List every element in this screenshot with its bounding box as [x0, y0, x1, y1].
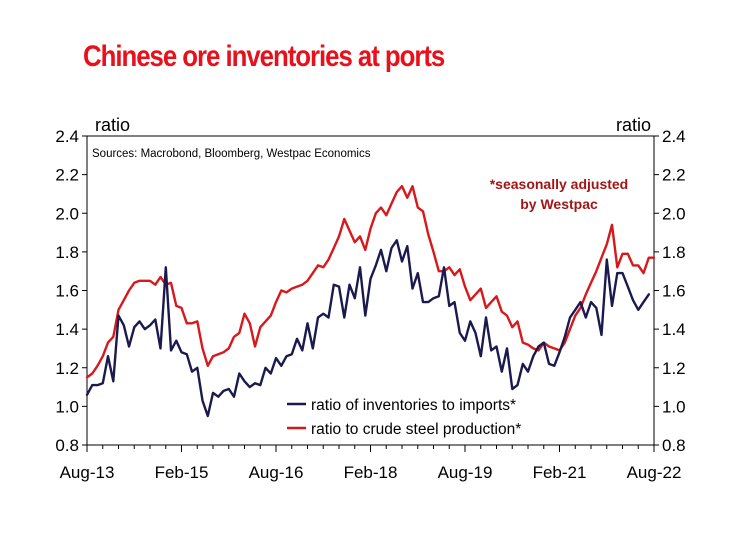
y-left-tick-label: 0.8 [55, 436, 79, 455]
y-right-tick-label: 1.6 [662, 282, 686, 301]
y-right-tick-label: 0.8 [662, 436, 686, 455]
y-left-tick-label: 1.2 [55, 359, 79, 378]
seasonal-adjustment-note-line2: by Westpac [520, 196, 598, 212]
y-axis-left-label: ratio [95, 115, 130, 135]
x-tick-label: Aug-22 [627, 463, 682, 482]
legend: ratio of inventories to imports* ratio t… [287, 397, 521, 438]
x-axis: Aug-13 Feb-15 Aug-16 Feb-18 Aug-19 Feb-21 Aug-… [60, 445, 682, 482]
y-right-tick-label: 1.2 [662, 359, 686, 378]
y-right-tick-label: 2.4 [662, 127, 686, 146]
legend-label-inventories-to-imports: ratio of inventories to imports* [311, 397, 516, 414]
x-tick-label: Feb-15 [155, 463, 209, 482]
series-group [85, 184, 656, 418]
x-tick-label: Aug-13 [60, 463, 115, 482]
y-axis-right-label: ratio [616, 115, 651, 135]
y-left-tick-label: 2.0 [55, 204, 79, 223]
y-right-tick-label: 2.2 [662, 166, 686, 185]
seasonal-adjustment-note-line1: *seasonally adjusted [490, 176, 629, 192]
y-left-tick-label: 1.0 [55, 397, 79, 416]
y-left-tick-label: 1.8 [55, 243, 79, 262]
x-tick-label: Aug-16 [249, 463, 304, 482]
y-right-tick-label: 2.0 [662, 204, 686, 223]
y-right-tick-label: 1.4 [662, 320, 686, 339]
x-tick-label: Feb-21 [533, 463, 587, 482]
y-left-tick-label: 2.2 [55, 166, 79, 185]
y-left-tick-label: 1.6 [55, 282, 79, 301]
source-note: Sources: Macrobond, Bloomberg, Westpac E… [92, 148, 371, 160]
series-line-inventories-to-imports [85, 239, 650, 418]
x-tick-label: Aug-19 [438, 463, 493, 482]
y-left-tick-label: 1.4 [55, 320, 79, 339]
chart-title: Chinese ore inventories at ports [83, 40, 445, 73]
y-axis-left: 0.8 1.0 1.2 1.4 1.6 1.8 2.0 2.2 2.4 [55, 127, 87, 455]
y-right-tick-label: 1.0 [662, 397, 686, 416]
x-tick-label: Feb-18 [344, 463, 398, 482]
y-left-tick-label: 2.4 [55, 127, 79, 146]
legend-label-crude-steel-production: ratio to crude steel production* [311, 421, 521, 438]
y-right-tick-label: 1.8 [662, 243, 686, 262]
y-axis-right: 0.8 1.0 1.2 1.4 1.6 1.8 2.0 2.2 2.4 [654, 127, 686, 455]
